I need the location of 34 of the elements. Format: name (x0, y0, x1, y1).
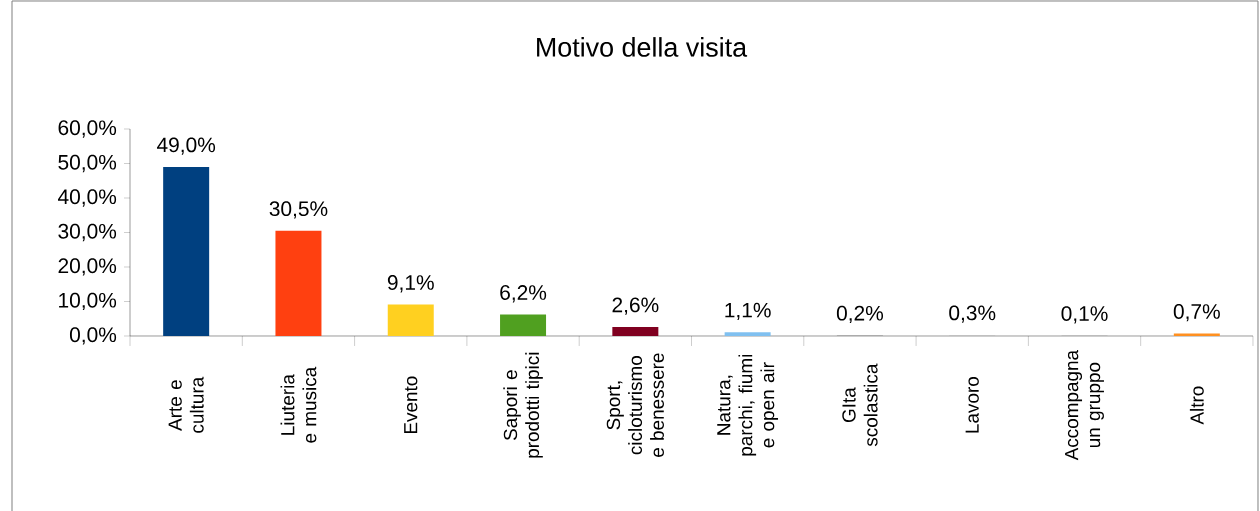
x-tick-label: Accompagna un gruppo (1065, 349, 1104, 461)
y-tick-label: 0,0% (69, 327, 117, 345)
data-label: 0,2% (836, 305, 884, 324)
data-label: 2,6% (612, 297, 659, 315)
x-tick-label: Sapori e prodotti tipici (503, 352, 543, 458)
bar (612, 327, 659, 336)
x-tick-label: Liuteria e musica (280, 366, 317, 443)
bar (500, 314, 547, 336)
x-tick-label: Lavoro (965, 377, 979, 433)
data-label: 0,7% (1173, 304, 1220, 322)
x-tick-label: Altro (1189, 386, 1204, 425)
x-tick-label: GIta scolastica (842, 363, 878, 447)
x-tick-label: Natura, parchi, fiumi e open air (717, 354, 779, 456)
x-tick-label: Arte e cultura (168, 376, 204, 433)
data-label: 9,1% (387, 275, 434, 293)
y-tick-label: 20,0% (58, 258, 117, 276)
data-label: 0,1% (1061, 306, 1108, 324)
y-tick-label: 60,0% (58, 120, 117, 138)
y-tick-label: 10,0% (59, 292, 117, 311)
data-label: 6,2% (500, 285, 547, 303)
x-tick-label: Evento (404, 376, 418, 434)
data-label: 0,3% (949, 305, 996, 323)
chart-title: Motivo della visita (537, 37, 748, 57)
data-label: 1,1% (725, 302, 771, 320)
y-tick-label: 30,0% (58, 223, 117, 242)
y-tick-label: 50,0% (58, 154, 117, 173)
bar (724, 332, 771, 336)
y-tick-label: 40,0% (58, 189, 117, 207)
data-label: 30,5% (269, 201, 328, 219)
data-label: 49,0% (156, 137, 216, 155)
bar (387, 304, 434, 336)
bar (163, 166, 210, 336)
x-tick-label: Sport, cicloturismo e benessere (606, 353, 664, 457)
bar (275, 230, 322, 336)
